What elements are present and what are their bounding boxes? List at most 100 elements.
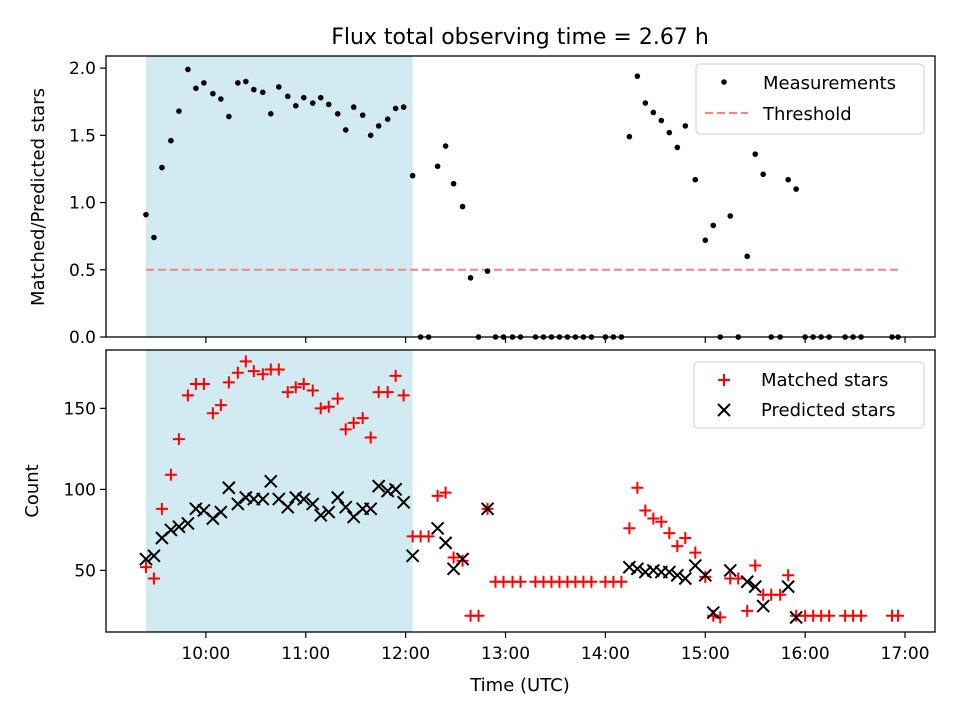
matched-star-point xyxy=(749,559,762,572)
measurement-point xyxy=(193,85,199,92)
matched-star-point xyxy=(155,502,168,515)
measurement-point xyxy=(626,133,633,140)
predicted-star-point xyxy=(172,519,186,534)
matched-star-point xyxy=(281,386,294,399)
measurement-point xyxy=(658,117,665,124)
predicted-star-point xyxy=(670,568,685,582)
measurement-point xyxy=(292,102,299,109)
matched-star-point xyxy=(892,609,905,622)
predicted-star-point xyxy=(630,562,645,576)
x-tick-label: 10:00 xyxy=(181,644,230,664)
matched-star-point xyxy=(585,575,598,588)
matched-star-point xyxy=(214,399,227,412)
measurement-point xyxy=(235,80,241,86)
y-tick-label: 50 xyxy=(74,561,96,581)
shaded-region xyxy=(145,56,413,337)
matched-star-point xyxy=(247,365,260,378)
matched-star-point xyxy=(147,572,160,585)
matched-star-point xyxy=(347,416,360,429)
matched-star-point xyxy=(671,540,684,553)
x-tick-label: 11:00 xyxy=(281,644,330,664)
matched-star-point xyxy=(431,489,444,502)
matched-star-point xyxy=(472,609,485,622)
measurement-point xyxy=(752,151,759,157)
measurement-point xyxy=(334,111,341,117)
predicted-star-point xyxy=(430,521,445,535)
x-tick-label: 16:00 xyxy=(781,644,830,664)
matched-star-point xyxy=(206,407,219,420)
y-tick-label: 0.5 xyxy=(69,261,96,281)
bottom-x-ticks: 10:00 11:00 12:00 13:00 14:00 15:00 16:00 17:00 xyxy=(181,632,930,664)
matched-star-point xyxy=(663,527,676,540)
predicted-star-point xyxy=(781,579,795,594)
matched-star-point xyxy=(631,481,644,494)
matched-star-point xyxy=(689,546,702,559)
matched-star-point xyxy=(623,522,636,535)
x-tick-label: 15:00 xyxy=(681,644,730,664)
predicted-star-point xyxy=(222,481,236,495)
measurement-point xyxy=(168,137,174,144)
measurement-point xyxy=(727,213,734,219)
measurement-point xyxy=(392,105,399,112)
bottom-y-ticks: 50 100 150 xyxy=(64,399,106,581)
predicted-star-point xyxy=(723,563,737,578)
matched-star-point xyxy=(655,515,668,528)
measurement-point xyxy=(325,101,332,108)
matched-star-point xyxy=(397,389,410,402)
matched-star-point xyxy=(741,604,754,617)
legend-predicted-label: Predicted stars xyxy=(761,400,895,421)
predicted-star-point xyxy=(239,490,253,505)
measurement-point xyxy=(442,143,449,149)
matched-star-point xyxy=(855,609,868,622)
top-axes-frame xyxy=(105,55,936,338)
top-shaded-span xyxy=(145,56,413,337)
predicted-star-point xyxy=(662,565,677,579)
matched-star-point xyxy=(714,611,727,624)
predicted-star-point xyxy=(646,563,661,578)
measurement-point xyxy=(710,222,717,229)
measurement-point xyxy=(434,163,441,170)
predicted-star-point xyxy=(306,497,320,511)
predicted-star-point xyxy=(281,500,295,514)
predicted-star-point xyxy=(206,511,220,526)
predicted-star-point xyxy=(264,474,278,488)
measurement-point xyxy=(760,171,767,178)
predicted-star-point xyxy=(698,568,712,582)
measurement-point xyxy=(251,86,257,93)
predicted-star-point xyxy=(363,502,378,516)
measurement-point xyxy=(409,172,416,179)
predicted-star-point xyxy=(789,610,803,625)
measurement-point xyxy=(210,90,216,97)
matched-star-point xyxy=(331,392,344,405)
legend-matched-marker xyxy=(718,374,730,386)
measurement-point xyxy=(268,111,274,117)
top-x-ticks xyxy=(205,337,906,343)
matched-star-point xyxy=(164,468,177,481)
matched-star-point xyxy=(514,575,527,588)
matched-star-point xyxy=(289,381,302,394)
predicted-star-point xyxy=(405,549,420,563)
measurement-point xyxy=(300,94,307,101)
bottom-legend: Matched stars Predicted stars xyxy=(693,361,925,429)
top-panel: 0.00.51.01.52.0 Matched/Predicted stars … xyxy=(28,55,936,348)
predicted-star-point xyxy=(214,505,228,519)
top-legend: Measurements Threshold xyxy=(695,63,925,135)
top-y-axis-label: Matched/Predicted stars xyxy=(28,88,49,306)
measurement-point xyxy=(275,84,282,90)
matched-star-point xyxy=(381,386,394,399)
measurement-point xyxy=(484,268,491,274)
matched-star-point xyxy=(339,423,352,436)
measurement-point xyxy=(375,123,382,129)
predicted-star-point xyxy=(256,492,270,506)
measurement-point xyxy=(243,78,249,85)
x-tick-label: 17:00 xyxy=(881,644,930,664)
shaded-region xyxy=(145,350,413,632)
x-tick-label: 14:00 xyxy=(581,644,630,664)
matched-star-point xyxy=(239,355,252,368)
predicted-star-point xyxy=(480,502,495,516)
matched-star-point xyxy=(699,570,712,583)
measurement-point xyxy=(176,108,182,114)
predicted-star-point xyxy=(396,495,411,510)
matched-star-point xyxy=(181,389,194,402)
y-tick-label: 2.0 xyxy=(69,59,96,79)
